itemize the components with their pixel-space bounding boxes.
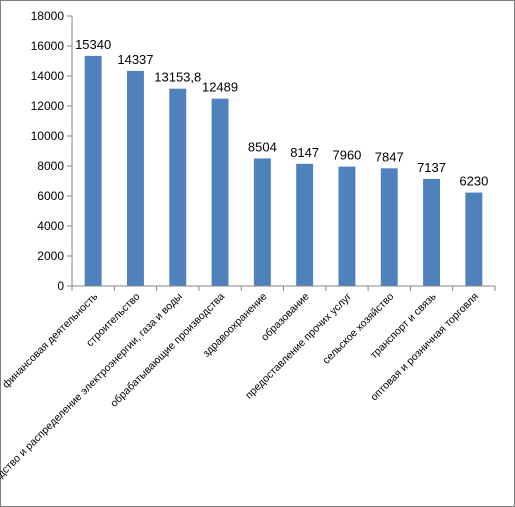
bar [84, 55, 102, 287]
bar [380, 168, 398, 286]
data-label: 7847 [375, 149, 404, 164]
y-tick-label: 16000 [31, 39, 65, 53]
category-label: производство и распределение электроэнер… [0, 291, 185, 507]
bar [296, 163, 314, 286]
data-label: 6230 [459, 174, 488, 189]
x-axis [71, 285, 496, 291]
y-axis: 0 2000 4000 6000 8000 10000 12000 14000 16000 180… [31, 9, 73, 293]
data-label: 8147 [290, 145, 319, 160]
bars [84, 55, 483, 287]
category-labels: финансовая деятельностьстроительствопрои… [0, 290, 481, 507]
data-label: 14337 [117, 52, 153, 67]
bar [465, 192, 483, 286]
y-tick-label: 6000 [37, 189, 64, 203]
y-tick-label: 2000 [37, 249, 64, 263]
y-tick-label: 0 [57, 279, 64, 293]
y-tick-label: 12000 [31, 99, 65, 113]
bar [211, 98, 229, 286]
bar [338, 166, 356, 286]
data-label: 8504 [248, 139, 277, 154]
data-label: 7960 [332, 148, 361, 163]
y-tick-label: 4000 [37, 219, 64, 233]
bar [423, 178, 441, 286]
bar [169, 88, 187, 287]
y-tick-label: 14000 [31, 69, 65, 83]
category-label: сельское хозяйство [320, 291, 396, 367]
y-tick-label: 8000 [37, 159, 64, 173]
bar [126, 70, 144, 286]
data-label: 13153,8 [154, 70, 201, 85]
data-label: 7137 [417, 160, 446, 175]
bar [253, 158, 271, 286]
y-tick-label: 10000 [31, 129, 65, 143]
y-tick-label: 18000 [31, 9, 65, 23]
data-label: 12489 [202, 80, 238, 95]
data-label: 15340 [75, 37, 111, 52]
